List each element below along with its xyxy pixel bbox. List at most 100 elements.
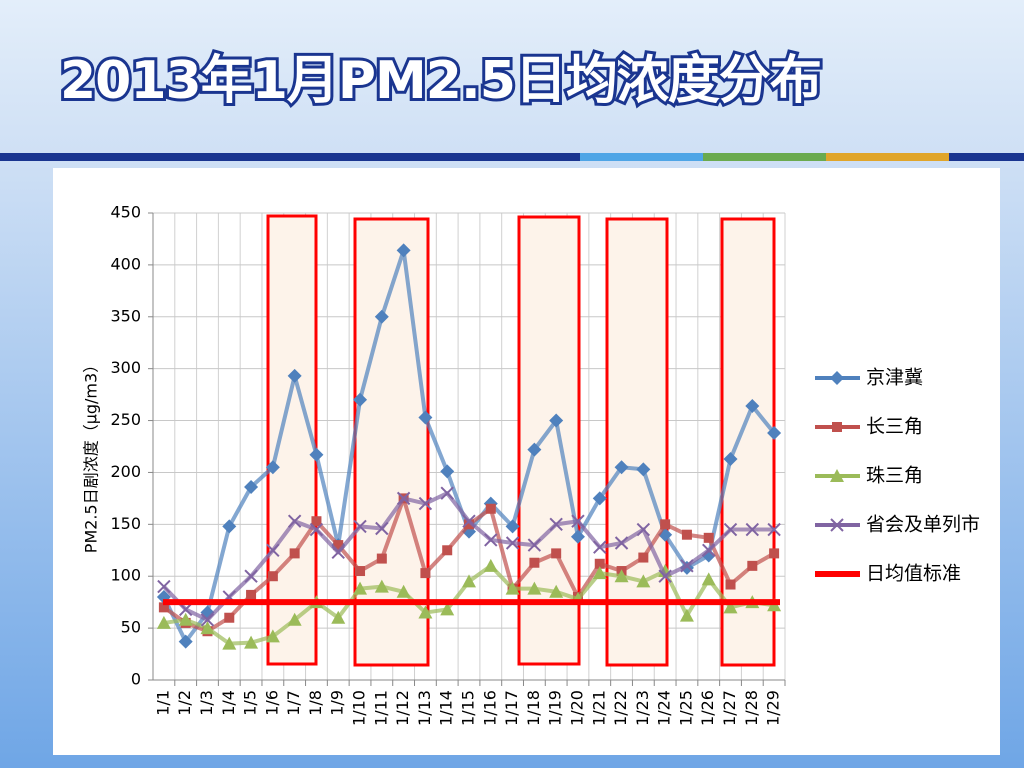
y-tick-label: 400	[110, 254, 141, 273]
x-tick-label: 1/1	[153, 690, 172, 716]
x-tick-label: 1/23	[633, 690, 652, 726]
x-tick-label: 1/9	[328, 690, 347, 716]
y-tick-label: 300	[110, 358, 141, 377]
x-tick-label: 1/6	[262, 690, 281, 716]
marker	[333, 540, 344, 551]
marker	[658, 569, 672, 583]
marker	[244, 569, 258, 583]
marker	[331, 610, 346, 624]
marker	[265, 460, 280, 475]
marker	[222, 636, 237, 650]
marker	[549, 517, 563, 532]
divider-accent	[826, 153, 949, 161]
marker	[723, 522, 738, 537]
marker	[767, 426, 782, 441]
x-tick-label: 1/15	[459, 690, 478, 726]
marker	[505, 519, 520, 534]
marker	[484, 533, 498, 547]
marker	[440, 602, 455, 616]
marker	[178, 602, 193, 617]
legend-label: 长三角	[866, 416, 923, 438]
marker	[660, 519, 671, 530]
marker	[396, 584, 411, 598]
marker	[178, 612, 193, 626]
marker	[769, 548, 780, 559]
marker	[830, 518, 844, 532]
marker	[375, 521, 389, 536]
marker	[638, 552, 649, 563]
marker	[244, 635, 259, 649]
legend-label: 日均值标准	[866, 563, 961, 585]
marker	[222, 519, 237, 534]
marker	[442, 545, 453, 556]
x-tick-label: 1/19	[546, 690, 565, 726]
marker	[529, 557, 540, 568]
x-tick-label: 1/14	[437, 690, 456, 726]
highlight-box	[720, 217, 776, 667]
marker	[594, 558, 605, 569]
x-tick-label: 1/17	[502, 690, 521, 726]
marker	[745, 399, 760, 414]
marker	[723, 600, 738, 614]
marker	[679, 608, 694, 622]
marker	[289, 548, 300, 559]
marker	[267, 571, 278, 582]
marker	[396, 243, 411, 258]
marker	[309, 522, 324, 537]
marker	[462, 574, 476, 588]
marker	[200, 621, 215, 635]
y-tick-label: 350	[110, 306, 141, 325]
marker	[246, 589, 257, 600]
marker	[396, 491, 411, 506]
divider	[0, 153, 1024, 161]
x-tick-label: 1/27	[720, 690, 739, 726]
marker	[592, 491, 607, 506]
marker	[593, 540, 607, 554]
y-tick-label: 250	[110, 410, 141, 429]
marker	[353, 581, 368, 595]
marker	[156, 615, 171, 629]
marker	[636, 522, 651, 537]
highlight-box	[605, 217, 669, 667]
x-tick-label: 1/22	[611, 690, 630, 726]
x-tick-label: 1/21	[589, 690, 608, 726]
marker	[374, 579, 389, 593]
x-tick-label: 1/13	[415, 690, 434, 726]
legend-label: 京津冀	[866, 367, 923, 389]
x-tick-label: 1/16	[480, 690, 499, 726]
marker	[549, 584, 564, 598]
y-tick-label: 200	[110, 462, 141, 481]
marker	[418, 410, 433, 425]
marker	[178, 634, 193, 649]
marker	[747, 560, 758, 571]
marker	[570, 529, 585, 544]
x-tick-label: 1/10	[350, 690, 369, 726]
x-tick-label: 1/26	[698, 690, 717, 726]
y-axis-label: PM2.5日剧浓度（μg/m3）	[82, 357, 101, 553]
marker	[311, 516, 322, 527]
y-tick-label: 0	[131, 670, 141, 689]
marker	[374, 309, 389, 324]
marker	[527, 538, 542, 552]
marker	[571, 514, 585, 528]
marker	[244, 479, 259, 494]
x-tick-label: 1/8	[306, 690, 325, 716]
marker	[464, 519, 474, 530]
marker	[265, 629, 280, 643]
legend-label: 珠三角	[866, 465, 923, 487]
marker	[287, 612, 302, 626]
marker	[832, 422, 842, 432]
marker	[224, 612, 235, 623]
x-tick-label: 1/28	[742, 690, 761, 726]
marker	[483, 558, 498, 572]
y-tick-label: 150	[110, 514, 141, 533]
marker	[702, 543, 716, 557]
marker	[614, 460, 629, 475]
marker	[287, 368, 302, 383]
marker	[680, 559, 694, 573]
x-tick-label: 1/4	[219, 690, 238, 716]
marker	[418, 605, 433, 619]
highlight-box	[266, 214, 318, 666]
